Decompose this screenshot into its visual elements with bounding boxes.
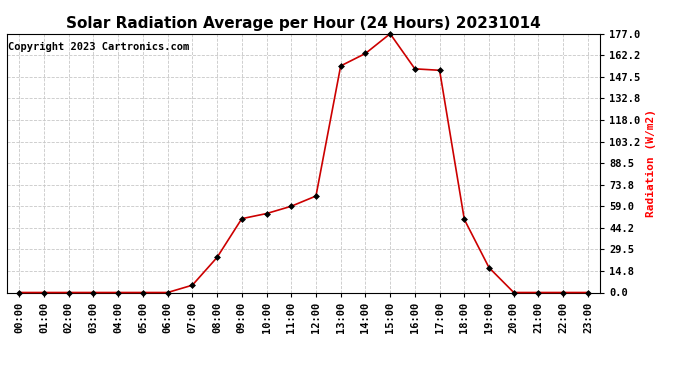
Text: Copyright 2023 Cartronics.com: Copyright 2023 Cartronics.com bbox=[8, 42, 189, 51]
Title: Solar Radiation Average per Hour (24 Hours) 20231014: Solar Radiation Average per Hour (24 Hou… bbox=[66, 16, 541, 31]
Y-axis label: Radiation (W/m2): Radiation (W/m2) bbox=[646, 109, 656, 217]
